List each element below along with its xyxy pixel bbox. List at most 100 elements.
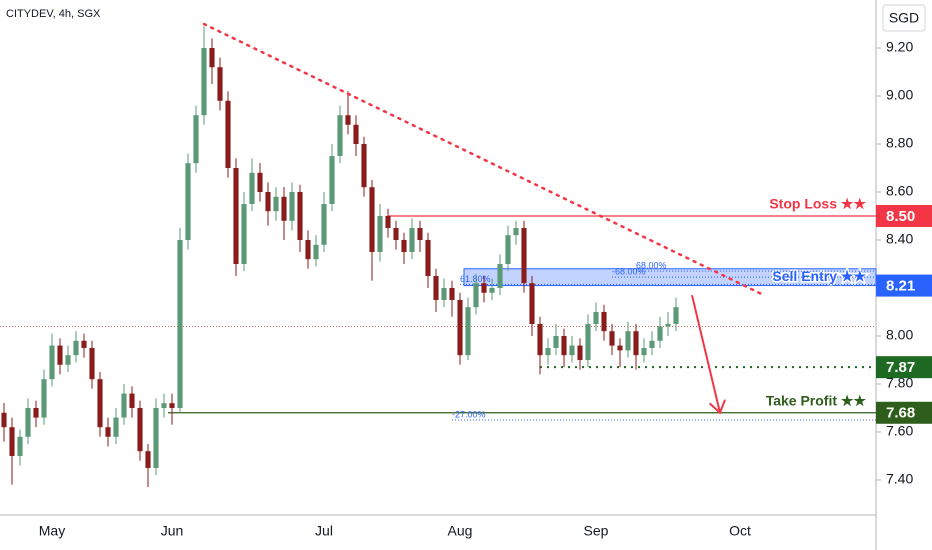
candle-body	[609, 331, 615, 346]
candle-body	[289, 191, 295, 221]
candle-body	[633, 331, 639, 356]
candle-body	[489, 287, 495, 293]
fib-label: 68.00%	[636, 261, 667, 271]
chart-title: CITYDEV, 4h, SGX	[6, 8, 101, 20]
candle-body	[537, 323, 543, 356]
candle-body	[25, 407, 31, 437]
arrow-head	[708, 399, 726, 415]
candle-body	[441, 287, 447, 300]
candle-body	[665, 323, 671, 327]
x-tick-label: Jul	[315, 523, 333, 539]
candle-body	[545, 347, 551, 356]
candle-body	[473, 283, 479, 308]
candle-body	[145, 451, 151, 468]
candle-body	[361, 143, 367, 188]
candle-body	[65, 355, 71, 365]
candle-body	[417, 227, 423, 240]
candle-body	[273, 196, 279, 212]
x-tick-label: May	[39, 523, 65, 539]
currency-box[interactable]	[882, 4, 926, 32]
y-tick-label: 8.40	[886, 231, 913, 247]
candle-body	[225, 100, 231, 168]
y-tick-label: 7.60	[886, 423, 913, 439]
candle-body	[369, 187, 375, 252]
candle-body	[113, 417, 119, 437]
candle-body	[625, 331, 631, 351]
candle-body	[153, 407, 159, 468]
price-label-box	[876, 356, 932, 379]
candle-body	[529, 283, 535, 324]
candle-body	[481, 283, 487, 293]
y-tick-label: 7.40	[886, 471, 913, 487]
candle-body	[217, 67, 223, 101]
candle-body	[585, 323, 591, 360]
level-label: Sell Entry ★★	[772, 268, 866, 284]
candle-body	[73, 340, 79, 356]
candle-body	[569, 345, 575, 356]
level-label: Take Profit ★★	[766, 392, 867, 408]
candle-body	[305, 239, 311, 260]
price-label: 7.68	[886, 405, 915, 422]
candle-body	[1, 412, 7, 428]
x-tick-label: Oct	[729, 523, 751, 539]
currency: SGD	[889, 10, 919, 26]
candle-body	[345, 115, 351, 125]
candle-body	[81, 340, 87, 348]
candle-body	[297, 191, 303, 240]
candle-body	[161, 403, 167, 408]
candle-body	[561, 335, 567, 356]
candle-body	[409, 227, 415, 252]
candle-body	[97, 379, 103, 428]
candle-body	[497, 263, 503, 288]
arrow-shaft	[691, 294, 721, 413]
candle-body	[33, 407, 39, 418]
candle-body	[17, 436, 23, 456]
candle-body	[185, 163, 191, 240]
candle-body	[377, 215, 383, 252]
candle-body	[649, 340, 655, 348]
y-tick-label: 8.60	[886, 183, 913, 199]
candle-body	[201, 47, 207, 116]
candle-body	[449, 287, 455, 300]
candle-body	[337, 115, 343, 156]
candle-body	[513, 227, 519, 236]
candle-body	[425, 239, 431, 276]
candle-body	[465, 307, 471, 356]
candle-body	[433, 275, 439, 300]
fib-label: -68.00%	[612, 267, 646, 277]
price-label-box	[876, 401, 932, 424]
candle-body	[137, 407, 143, 452]
candle-body	[177, 239, 183, 408]
candle-body	[329, 155, 335, 204]
candle-body	[393, 227, 399, 240]
candle-body	[313, 244, 319, 260]
candle-body	[553, 335, 559, 348]
y-tick-label: 9.00	[886, 87, 913, 103]
candle-body	[401, 239, 407, 252]
y-tick-label: 8.80	[886, 135, 913, 151]
candle-body	[89, 347, 95, 380]
candle-body	[593, 311, 599, 324]
fib-label: 61.80%	[460, 274, 491, 284]
candle-body	[241, 203, 247, 264]
candle-body	[49, 345, 55, 380]
candle-body	[121, 393, 127, 418]
candle-body	[601, 311, 607, 332]
candle-body	[129, 393, 135, 408]
candle-body	[457, 299, 463, 356]
candle-body	[257, 172, 263, 192]
candle-body	[673, 307, 679, 324]
candle-body	[193, 115, 199, 164]
trendline	[202, 22, 766, 297]
candle-body	[657, 326, 663, 341]
level-label: Stop Loss ★★	[769, 196, 866, 212]
candle-body	[265, 191, 271, 212]
candle-body	[209, 47, 215, 68]
price-label: 7.87	[886, 359, 915, 376]
candle-body	[233, 167, 239, 264]
price-label-box	[876, 274, 932, 297]
candle-body	[617, 345, 623, 351]
candle-body	[353, 124, 359, 144]
candle-body	[249, 172, 255, 204]
